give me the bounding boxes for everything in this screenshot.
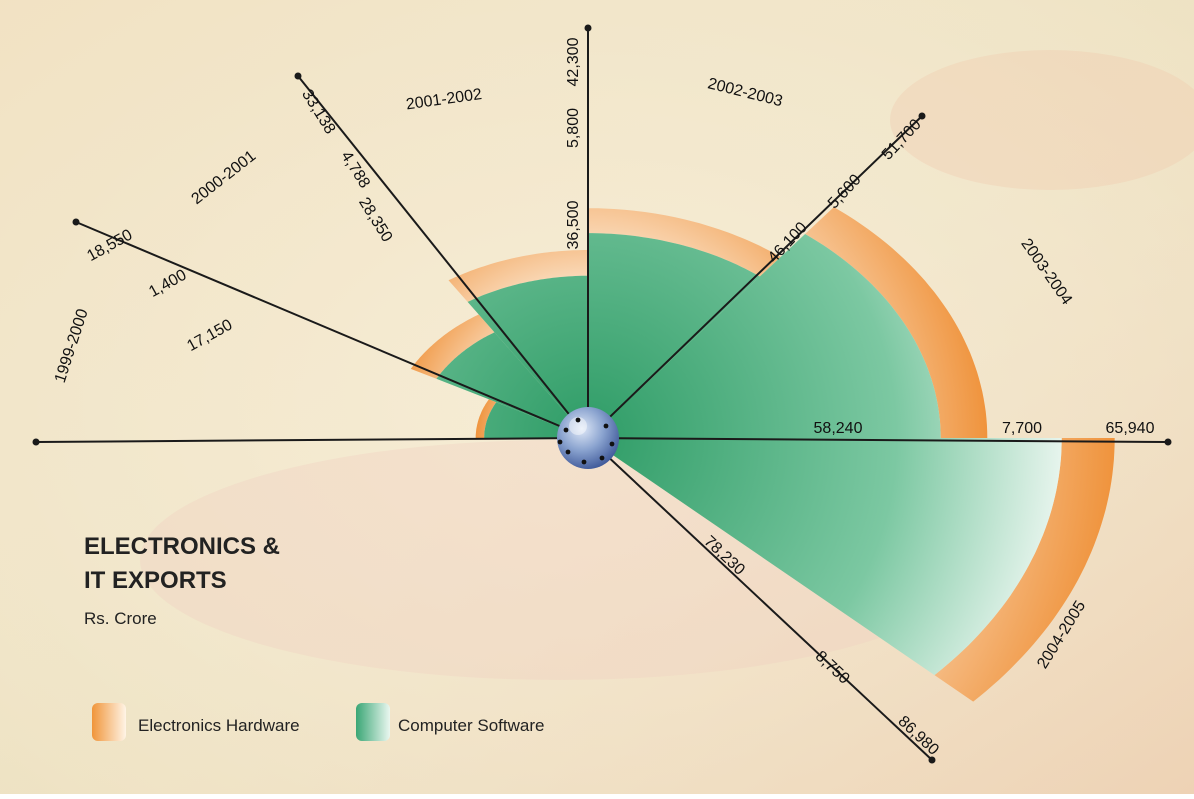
spokes-layer <box>32 24 1172 764</box>
spoke-2004-2005-end-dot <box>928 756 936 764</box>
hub-dot <box>563 427 569 433</box>
chart-title-line1: ELECTRONICS & <box>84 533 280 560</box>
hub-dot <box>565 449 571 455</box>
legend: Electronics Hardware Computer Software <box>92 703 544 741</box>
baseline-right-end-dot <box>1164 438 1172 446</box>
software-sector-2003-2004 <box>588 234 941 438</box>
hardware-sector-2000-2001 <box>410 314 495 379</box>
baseline-left-end-dot <box>32 438 40 446</box>
hub-highlight <box>569 417 587 435</box>
hub-dot <box>557 439 563 445</box>
hub <box>557 407 619 469</box>
baseline-right-line <box>587 437 1169 443</box>
total-value-label-2003-2004: 65,940 <box>1106 420 1155 437</box>
spoke-2001-2002-end-dot <box>584 24 592 32</box>
chart-unit: Rs. Crore <box>84 609 157 628</box>
hardware-value-label-2001-2002: 5,800 <box>565 108 582 148</box>
software-value-label-2003-2004: 58,240 <box>814 420 863 437</box>
hub-dot <box>603 423 609 429</box>
spoke-2000-2001-line <box>297 75 589 439</box>
chart-title-line2: IT EXPORTS <box>84 567 227 594</box>
software-sector-2000-2001 <box>436 332 588 438</box>
hardware-sector-1999-2000 <box>475 399 497 438</box>
legend-swatch-software <box>356 703 390 741</box>
hub-dot <box>581 459 587 465</box>
software-sector-2001-2002 <box>467 275 588 438</box>
software-sector-2004-2005 <box>588 438 1062 676</box>
total-value-label-2001-2002: 42,300 <box>565 37 582 86</box>
spoke-2000-2001-end-dot <box>294 72 302 80</box>
baseline-left-line <box>35 437 589 443</box>
sectors-layer <box>410 207 1115 702</box>
software-value-label-2001-2002: 36,500 <box>565 200 582 249</box>
hardware-value-label-2003-2004: 7,700 <box>1002 420 1042 437</box>
legend-swatch-hardware <box>92 703 126 741</box>
background-swirl-2 <box>890 50 1194 190</box>
software-sector-2002-2003 <box>588 233 760 438</box>
hardware-sector-2002-2003 <box>588 208 781 277</box>
spoke-1999-2000-end-dot <box>72 218 80 226</box>
hub-sphere <box>557 407 619 469</box>
spoke-2004-2005-line <box>587 437 933 761</box>
spoke-2002-2003-end-dot <box>918 112 926 120</box>
legend-label-software: Computer Software <box>398 716 544 735</box>
legend-item-software: Computer Software <box>356 703 544 741</box>
hub-dot <box>599 455 605 461</box>
hub-dot <box>575 417 581 423</box>
spoke-1999-2000-line <box>75 221 589 439</box>
hardware-sector-2004-2005 <box>934 438 1115 702</box>
hardware-sector-2003-2004 <box>805 207 988 438</box>
legend-item-hardware: Electronics Hardware <box>92 703 300 741</box>
hub-dot <box>609 441 615 447</box>
spoke-2002-2003-line <box>587 115 923 439</box>
hardware-sector-2001-2002 <box>448 250 588 302</box>
legend-label-hardware: Electronics Hardware <box>138 716 300 735</box>
